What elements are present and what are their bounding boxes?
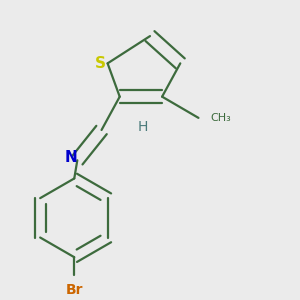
Text: S: S — [94, 56, 106, 71]
Text: Br: Br — [65, 283, 83, 297]
Text: CH₃: CH₃ — [211, 113, 231, 123]
Text: N: N — [65, 150, 78, 165]
Text: H: H — [138, 120, 148, 134]
